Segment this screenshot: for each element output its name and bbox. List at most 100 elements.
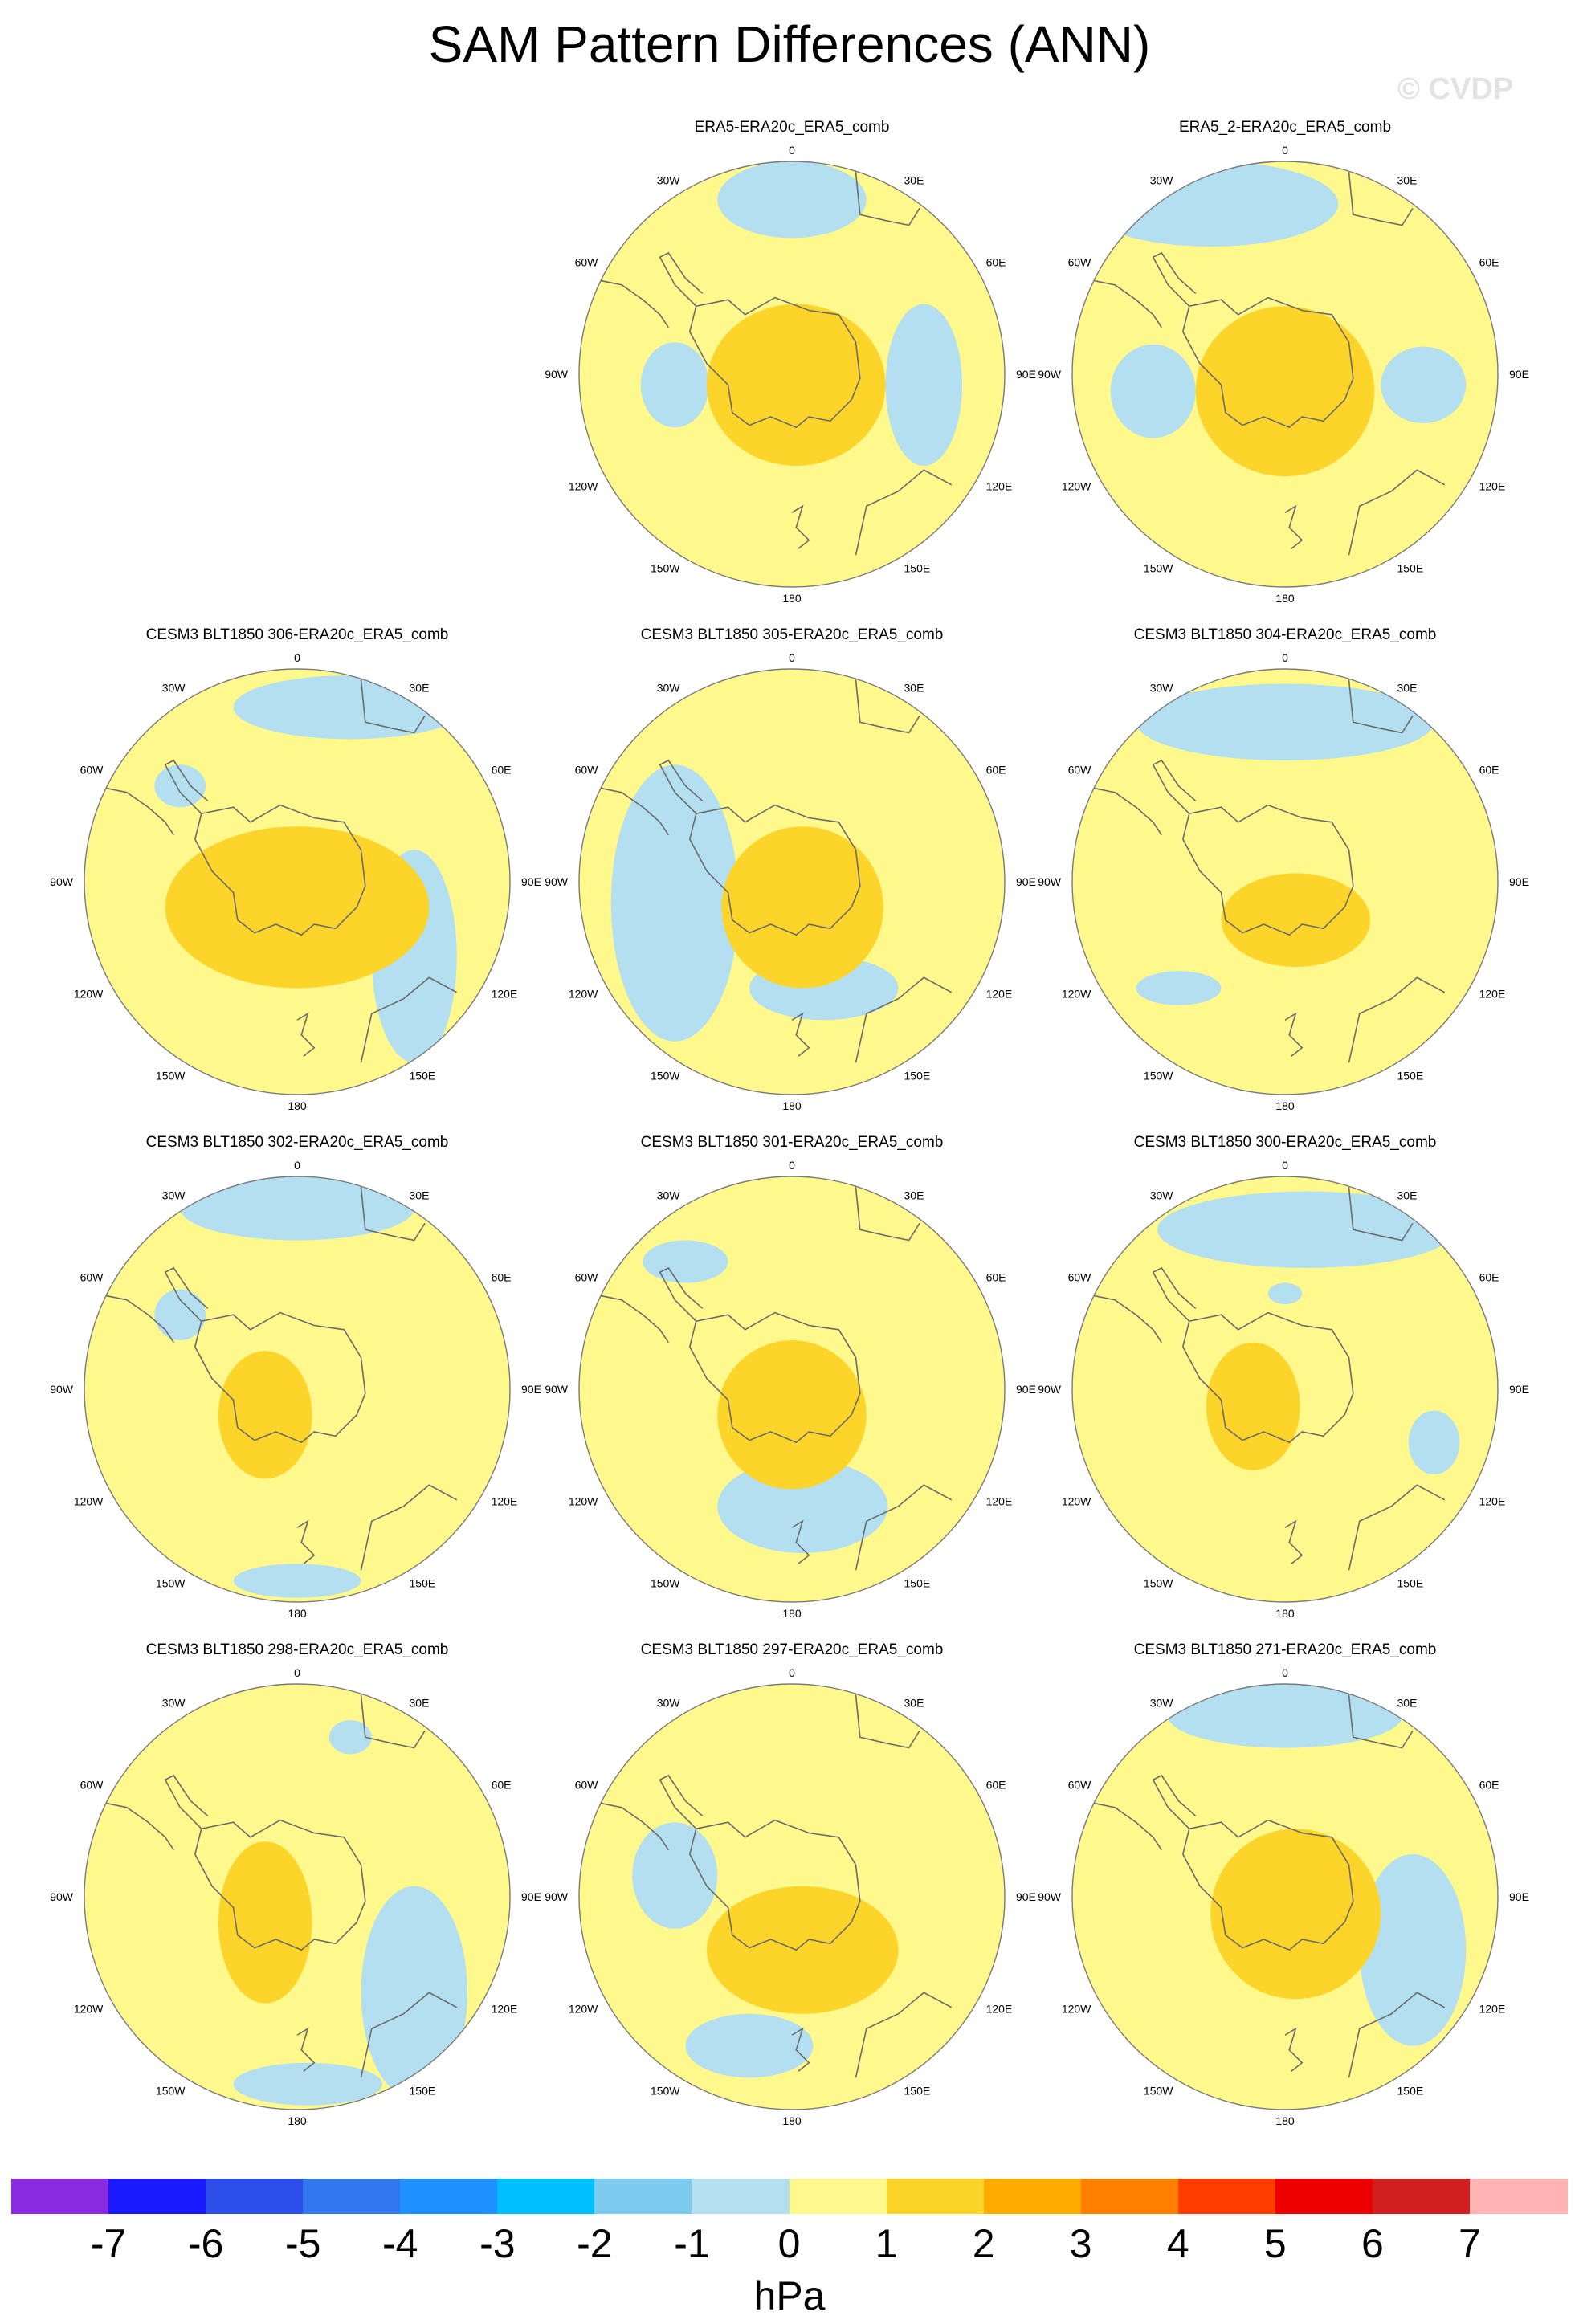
field-1-to-2 <box>1206 1342 1300 1470</box>
longitude-label: 150E <box>904 1577 931 1590</box>
new-zealand-coastline <box>791 1519 810 1564</box>
longitude-label: 60E <box>986 764 1006 777</box>
panel-title: CESM3 BLT1850 271-ERA20c_ERA5_comb <box>1133 1641 1437 1658</box>
field-1-to-2 <box>1221 873 1370 967</box>
longitude-label: 90W <box>1038 368 1062 381</box>
south-america-coastline <box>1083 277 1162 328</box>
longitude-label: 150E <box>410 1070 436 1082</box>
longitude-label: 120W <box>569 2003 598 2016</box>
colorbar-swatch <box>594 2179 692 2214</box>
longitude-label: 150E <box>1397 562 1424 575</box>
antarctica-coastline <box>1181 804 1354 936</box>
longitude-label: 90W <box>545 368 569 381</box>
longitude-label: 150E <box>1397 1577 1424 1590</box>
longitude-label: 60E <box>492 1779 512 1792</box>
colorbar-swatch <box>1275 2179 1373 2214</box>
map-border <box>84 668 511 1095</box>
africa-coastline <box>855 1694 920 1749</box>
longitude-label: 30W <box>162 681 186 694</box>
longitude-label: 150W <box>1144 1577 1173 1590</box>
longitude-label: 90E <box>1016 368 1036 381</box>
colorbar-swatch <box>11 2179 109 2214</box>
peninsula-coastline <box>1152 1266 1197 1322</box>
longitude-label: 150W <box>651 1070 680 1082</box>
panel-title: CESM3 BLT1850 306-ERA20c_ERA5_comb <box>145 626 449 643</box>
longitude-label: 0 <box>294 1159 300 1172</box>
colorbar-tick-label: -2 <box>577 2221 613 2266</box>
map-panel: CESM3 BLT1850 302-ERA20c_ERA5_comb 0 30E 6… <box>48 1134 546 1640</box>
longitude-label: 60W <box>1068 1271 1092 1284</box>
south-america-coastline <box>1083 1292 1162 1343</box>
south-america-coastline <box>1083 1800 1162 1851</box>
longitude-label: 0 <box>789 1159 795 1172</box>
colorbar-swatch <box>206 2179 304 2214</box>
longitude-label: 90E <box>521 1383 541 1396</box>
longitude-label: 60W <box>1068 764 1092 777</box>
longitude-label: 30W <box>162 1189 186 1201</box>
antarctica-coastline <box>1181 296 1354 429</box>
longitude-label: 180 <box>782 592 802 605</box>
field-neg1-to-0 <box>1136 971 1222 1005</box>
longitude-label: 120W <box>1062 1495 1091 1508</box>
peninsula-coastline <box>659 1774 704 1829</box>
africa-coastline <box>855 1187 920 1242</box>
longitude-label: 150W <box>156 1070 186 1082</box>
longitude-label: 90W <box>1038 1890 1062 1903</box>
longitude-label: 60W <box>575 764 599 777</box>
field-neg1-to-0 <box>233 675 467 740</box>
longitude-label: 120W <box>1062 480 1091 493</box>
longitude-label: 30E <box>410 681 430 694</box>
longitude-label: 120E <box>1479 480 1506 493</box>
field-neg1-to-0 <box>1267 1282 1303 1304</box>
colorbar-swatch <box>692 2179 790 2214</box>
longitude-label: 90E <box>1509 1890 1529 1903</box>
longitude-label: 150E <box>904 1070 931 1082</box>
africa-coastline <box>360 679 426 734</box>
longitude-label: 60E <box>986 1779 1006 1792</box>
panel-title: ERA5-ERA20c_ERA5_comb <box>694 119 890 136</box>
africa-coastline <box>360 1694 426 1749</box>
australia-coastline <box>360 1484 458 1571</box>
peninsula-coastline <box>1152 759 1197 814</box>
longitude-label: 180 <box>288 1607 307 1620</box>
field-neg1-to-0 <box>1408 1410 1460 1474</box>
south-america-coastline <box>590 1292 669 1343</box>
longitude-label: 60E <box>1479 764 1499 777</box>
longitude-label: 60W <box>575 1779 599 1792</box>
south-america-coastline <box>95 785 174 836</box>
colorbar-swatch <box>303 2179 401 2214</box>
polar-map: 0 30E 60E 90E 120E 150E 180 150W 120W 90W 60W 30W <box>545 1159 1036 1620</box>
longitude-label: 120E <box>1479 988 1506 1001</box>
units-label: hPa <box>753 2273 826 2318</box>
longitude-label: 180 <box>782 1099 802 1112</box>
polar-map: 0 30E 60E 90E 120E 150E 180 150W 120W 90W 60W 30W <box>1038 144 1529 605</box>
map-panel: CESM3 BLT1850 300-ERA20c_ERA5_comb 0 30E 6… <box>1036 1134 1534 1640</box>
longitude-label: 30E <box>410 1189 430 1201</box>
longitude-label: 30W <box>657 681 681 694</box>
longitude-label: 90E <box>1016 1383 1036 1396</box>
new-zealand-coastline <box>791 504 810 549</box>
field-1-to-2 <box>721 826 883 989</box>
longitude-label: 90W <box>545 1383 569 1396</box>
antarctica-coastline <box>688 296 861 429</box>
longitude-label: 0 <box>1282 1159 1288 1172</box>
longitude-label: 150W <box>1144 2085 1173 2098</box>
longitude-label: 120W <box>569 480 598 493</box>
longitude-label: 30E <box>1397 173 1418 186</box>
new-zealand-coastline <box>296 1519 316 1564</box>
colorbar-swatch <box>983 2179 1082 2214</box>
map-panel: CESM3 BLT1850 297-ERA20c_ERA5_comb 0 30E 6… <box>543 1641 1041 2147</box>
longitude-label: 150E <box>1397 2085 1424 2098</box>
field-1-to-2 <box>707 1886 899 2014</box>
antarctica-coastline <box>688 1311 861 1444</box>
longitude-label: 90E <box>521 875 541 888</box>
colorbar-tick-label: 0 <box>777 2221 801 2266</box>
longitude-label: 30E <box>1397 1189 1418 1201</box>
new-zealand-coastline <box>296 2027 316 2072</box>
field-neg1-to-0 <box>233 2062 382 2106</box>
peninsula-coastline <box>164 1774 209 1829</box>
field-1-to-2 <box>218 1351 312 1479</box>
longitude-label: 150E <box>1397 1070 1424 1082</box>
field-neg1-to-0 <box>154 1289 206 1341</box>
longitude-label: 120E <box>1479 2003 1506 2016</box>
